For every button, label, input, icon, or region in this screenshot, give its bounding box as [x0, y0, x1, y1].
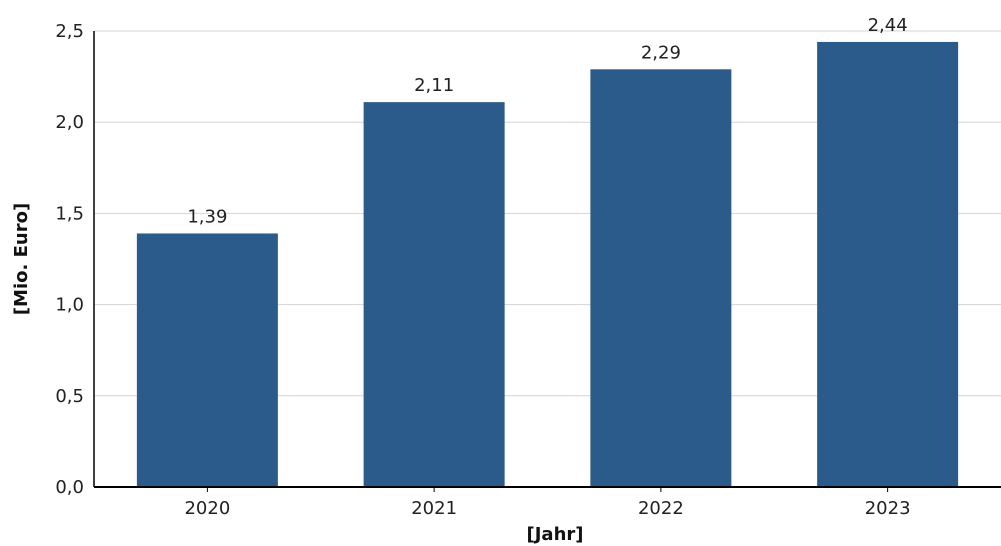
x-tick-labels: 2020 2021 2022 2023: [184, 498, 910, 519]
bar-2023: [817, 41, 959, 487]
data-labels: 1,39 2,11 2,29 2,44: [187, 15, 907, 228]
data-label-2023: 2,44: [868, 15, 908, 36]
bar-2020: [136, 233, 278, 487]
x-axis-title: [Jahr]: [527, 524, 584, 545]
y-tick-label: 1,5: [55, 203, 84, 224]
x-tick-label: 2020: [184, 498, 230, 519]
bar-2022: [590, 69, 732, 487]
bars: [136, 41, 959, 488]
data-label-2022: 2,29: [641, 42, 681, 63]
y-tick-label: 0,0: [55, 477, 84, 498]
bar-2021: [363, 102, 505, 488]
data-label-2020: 1,39: [187, 206, 227, 227]
x-tick-label: 2021: [411, 498, 457, 519]
y-tick-label: 2,5: [55, 21, 84, 42]
y-tick-label: 2,0: [55, 112, 84, 133]
y-tick-labels: 0,0 0,5 1,0 1,5 2,0 2,5: [55, 21, 84, 498]
y-axis-title: [Mio. Euro]: [11, 203, 32, 315]
y-tick-label: 0,5: [55, 386, 84, 407]
x-tick-label: 2022: [638, 498, 684, 519]
y-tick-label: 1,0: [55, 295, 84, 316]
x-tick-label: 2023: [865, 498, 911, 519]
axes: [93, 31, 1001, 492]
data-label-2021: 2,11: [414, 75, 454, 96]
